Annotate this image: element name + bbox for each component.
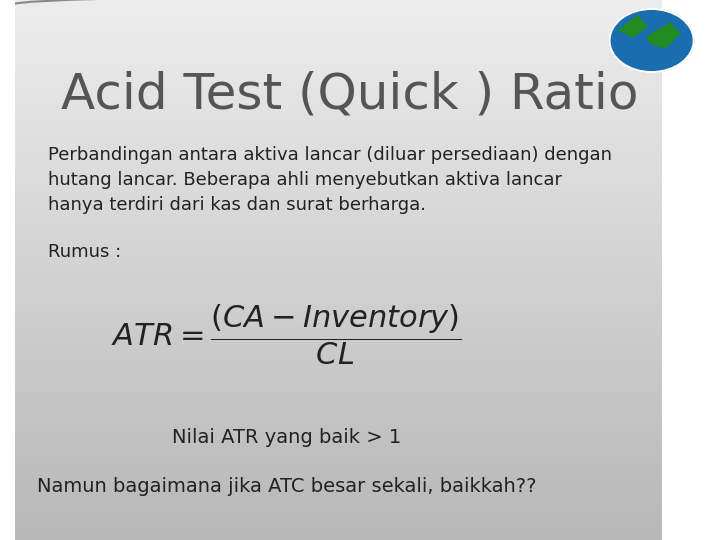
- Text: $ATR = \dfrac{(CA - Inventory)}{CL}$: $ATR = \dfrac{(CA - Inventory)}{CL}$: [112, 302, 462, 367]
- Circle shape: [609, 9, 693, 72]
- Text: Rumus :: Rumus :: [48, 243, 121, 261]
- Text: Namun bagaimana jika ATC besar sekali, baikkah??: Namun bagaimana jika ATC besar sekali, b…: [37, 476, 536, 496]
- Polygon shape: [618, 16, 647, 37]
- Polygon shape: [647, 23, 680, 48]
- Text: Nilai ATR yang baik > 1: Nilai ATR yang baik > 1: [172, 428, 401, 447]
- Text: Perbandingan antara aktiva lancar (diluar persediaan) dengan
hutang lancar. Bebe: Perbandingan antara aktiva lancar (dilua…: [48, 146, 612, 214]
- Text: Acid Test (Quick ) Ratio: Acid Test (Quick ) Ratio: [60, 70, 638, 118]
